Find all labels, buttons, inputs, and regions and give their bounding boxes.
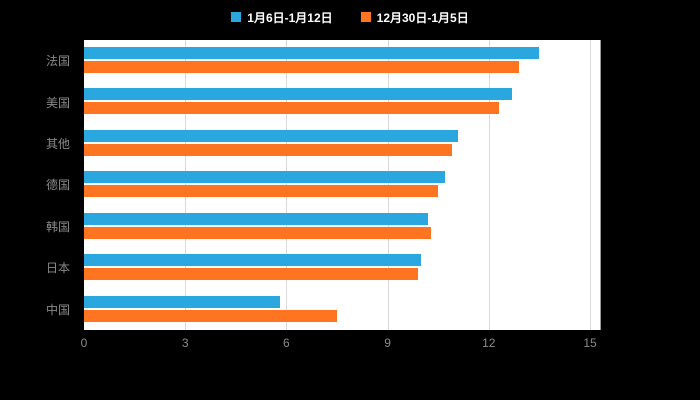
y-axis-labels: 法国美国其他德国韩国日本中国 [0,40,78,330]
y-tick-label-4: 韩国 [45,219,70,234]
bar-series1-3[interactable] [84,171,445,184]
legend-marker-blue-icon [231,12,242,22]
x-tick-label-15: 15 [583,336,597,350]
legend-label-week2: 12月30日-1月5日 [376,10,469,25]
bar-series1-4[interactable] [84,212,429,225]
y-tick-label-2: 其他 [45,137,70,152]
x-tick-label-9: 9 [384,336,391,350]
gridline-x-3 [185,40,187,330]
legend-label-week1: 1月6日-1月12日 [247,10,333,25]
x-axis-labels: 0 3 6 9 12 15 [80,336,600,352]
x-tick-label-12: 12 [482,336,496,350]
legend-item-week1[interactable]: 1月6日-1月12日 [231,9,333,26]
bar-series2-3[interactable] [84,185,439,198]
bar-series1-0[interactable] [84,47,540,59]
y-tick-label-1: 美国 [45,95,70,110]
x-tick-label-3: 3 [181,336,189,350]
bar-series2-5[interactable] [84,268,418,281]
gridline-x-6 [286,40,288,330]
gridline-x-9 [387,40,389,330]
bar-series2-2[interactable] [84,143,452,156]
legend-item-week2[interactable]: 12月30日-1月5日 [360,9,469,26]
y-tick-label-3: 德国 [45,178,70,193]
bar-series2-4[interactable] [84,226,432,239]
bar-series1-1[interactable] [84,88,513,101]
bar-series1-6[interactable] [84,295,280,308]
bar-series2-6[interactable] [84,309,337,322]
bar-series1-2[interactable] [84,129,459,142]
bar-series1-5[interactable] [84,254,422,267]
plot-area [84,40,601,330]
x-tick-label-0: 0 [80,336,88,350]
chart-legend: 1月6日-1月12日 12月30日-1月5日 [0,6,700,28]
y-tick-label-6: 中国 [45,302,70,317]
legend-marker-orange-icon [360,12,371,22]
gridline-x-12 [488,40,490,330]
bar-series2-1[interactable] [84,102,499,115]
y-tick-label-5: 日本 [45,261,70,276]
gridline-x-15 [590,40,591,330]
x-tick-label-6: 6 [283,336,290,350]
y-tick-label-0: 法国 [45,54,70,69]
bar-series2-0[interactable] [84,61,520,73]
